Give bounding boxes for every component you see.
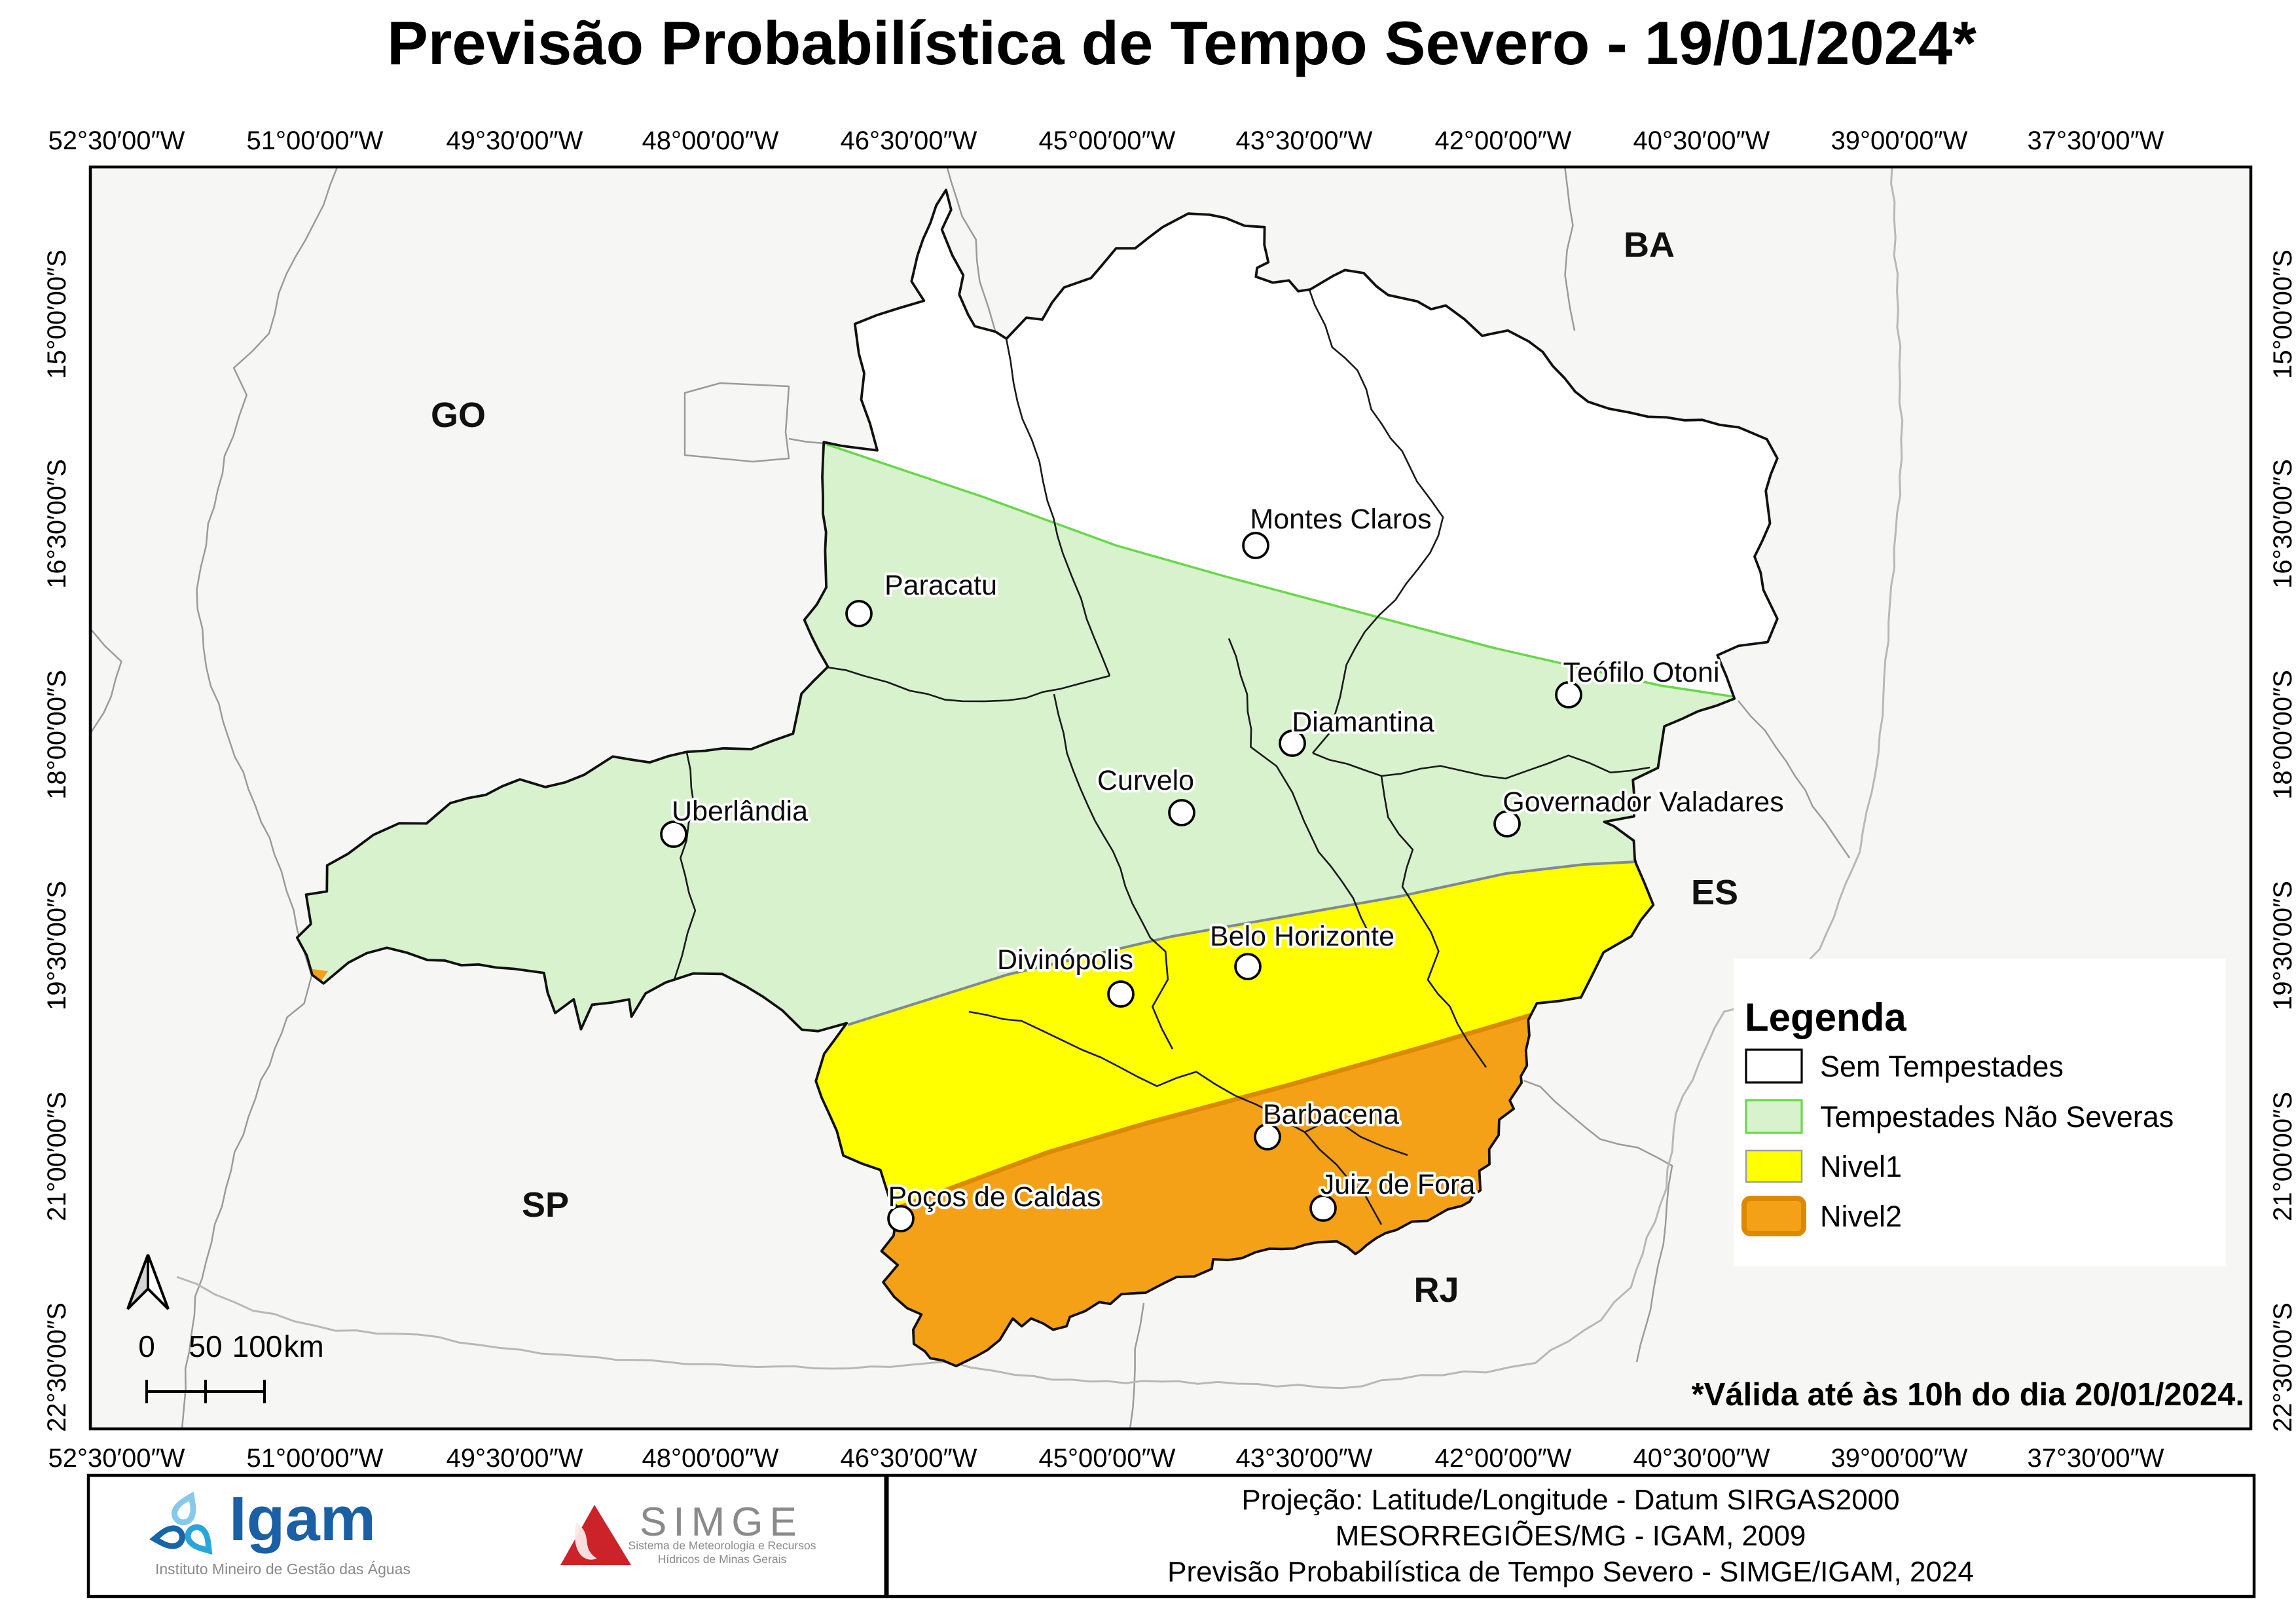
svg-text:40°30′00″W: 40°30′00″W bbox=[1633, 126, 1770, 155]
svg-text:Nivel1: Nivel1 bbox=[1820, 1150, 1902, 1183]
svg-text:Teófilo Otoni: Teófilo Otoni bbox=[1563, 657, 1719, 688]
svg-text:15°00′00″S: 15°00′00″S bbox=[2269, 249, 2296, 379]
svg-text:45°00′00″W: 45°00′00″W bbox=[1039, 126, 1176, 155]
svg-text:SP: SP bbox=[522, 1185, 569, 1225]
svg-text:48°00′00″W: 48°00′00″W bbox=[642, 1444, 779, 1473]
svg-text:Uberlândia: Uberlândia bbox=[672, 796, 808, 827]
svg-text:48°00′00″W: 48°00′00″W bbox=[642, 126, 779, 155]
svg-text:Governador Valadares: Governador Valadares bbox=[1503, 786, 1783, 818]
svg-text:40°30′00″W: 40°30′00″W bbox=[1633, 1444, 1770, 1473]
svg-text:Instituto Mineiro de Gestão da: Instituto Mineiro de Gestão das Águas bbox=[155, 1560, 410, 1578]
svg-text:Divinópolis: Divinópolis bbox=[997, 944, 1133, 976]
svg-text:18°00′00″S: 18°00′00″S bbox=[2269, 670, 2296, 800]
svg-text:22°30′00″S: 22°30′00″S bbox=[2269, 1302, 2296, 1432]
svg-text:49°30′00″W: 49°30′00″W bbox=[446, 1444, 583, 1473]
svg-text:Previsão Probabilística de Tem: Previsão Probabilística de Tempo Severo … bbox=[1167, 1556, 1974, 1588]
svg-text:39°00′00″W: 39°00′00″W bbox=[1831, 1444, 1968, 1473]
svg-text:51°00′00″W: 51°00′00″W bbox=[247, 1444, 384, 1473]
svg-text:52°30′00″W: 52°30′00″W bbox=[48, 1444, 185, 1473]
svg-text:ES: ES bbox=[1691, 873, 1738, 912]
svg-text:Igam: Igam bbox=[229, 1484, 376, 1554]
svg-text:15°00′00″S: 15°00′00″S bbox=[43, 249, 71, 379]
svg-text:SIMGE: SIMGE bbox=[640, 1500, 803, 1545]
svg-text:16°30′00″S: 16°30′00″S bbox=[43, 459, 71, 589]
svg-text:39°00′00″W: 39°00′00″W bbox=[1831, 126, 1968, 155]
svg-text:Projeção: Latitude/Longitude -: Projeção: Latitude/Longitude - Datum SIR… bbox=[1241, 1484, 1899, 1516]
svg-text:22°30′00″S: 22°30′00″S bbox=[43, 1302, 71, 1432]
svg-text:Legenda: Legenda bbox=[1745, 995, 1906, 1039]
svg-text:49°30′00″W: 49°30′00″W bbox=[446, 126, 583, 155]
svg-text:Hídricos de Minas Gerais: Hídricos de Minas Gerais bbox=[658, 1553, 787, 1566]
svg-text:43°30′00″W: 43°30′00″W bbox=[1236, 126, 1373, 155]
svg-text:100: 100 bbox=[232, 1329, 283, 1363]
svg-text:21°00′00″S: 21°00′00″S bbox=[2269, 1092, 2296, 1221]
svg-text:42°00′00″W: 42°00′00″W bbox=[1435, 126, 1572, 155]
svg-text:43°30′00″W: 43°30′00″W bbox=[1236, 1444, 1373, 1473]
svg-text:Diamantina: Diamantina bbox=[1292, 707, 1434, 738]
svg-text:Belo Horizonte: Belo Horizonte bbox=[1210, 921, 1394, 952]
svg-text:Previsão Probabilística de Tem: Previsão Probabilística de Tempo Severo … bbox=[387, 9, 1977, 77]
svg-text:46°30′00″W: 46°30′00″W bbox=[841, 126, 977, 155]
svg-text:21°00′00″S: 21°00′00″S bbox=[43, 1092, 71, 1221]
svg-text:52°30′00″W: 52°30′00″W bbox=[48, 126, 185, 155]
svg-text:km: km bbox=[283, 1329, 323, 1363]
svg-text:Nivel2: Nivel2 bbox=[1820, 1200, 1902, 1233]
svg-text:45°00′00″W: 45°00′00″W bbox=[1039, 1444, 1176, 1473]
svg-text:*Válida até às 10h do dia 20/0: *Válida até às 10h do dia 20/01/2024. bbox=[1692, 1377, 2244, 1412]
svg-text:46°30′00″W: 46°30′00″W bbox=[841, 1444, 977, 1473]
svg-text:MESORREGIÕES/MG - IGAM, 2009: MESORREGIÕES/MG - IGAM, 2009 bbox=[1336, 1519, 1806, 1552]
svg-text:50: 50 bbox=[189, 1329, 222, 1363]
svg-text:RJ: RJ bbox=[1413, 1270, 1459, 1310]
svg-text:Barbacena: Barbacena bbox=[1263, 1099, 1399, 1130]
svg-text:18°00′00″S: 18°00′00″S bbox=[43, 670, 71, 800]
svg-text:GO: GO bbox=[431, 396, 486, 435]
svg-text:37°30′00″W: 37°30′00″W bbox=[2028, 1444, 2164, 1473]
svg-text:37°30′00″W: 37°30′00″W bbox=[2028, 126, 2164, 155]
svg-text:Juiz de Fora: Juiz de Fora bbox=[1321, 1169, 1476, 1200]
svg-text:Curvelo: Curvelo bbox=[1097, 765, 1194, 796]
svg-text:0: 0 bbox=[138, 1329, 155, 1363]
svg-text:42°00′00″W: 42°00′00″W bbox=[1435, 1444, 1572, 1473]
svg-text:BA: BA bbox=[1624, 225, 1675, 265]
svg-text:19°30′00″S: 19°30′00″S bbox=[43, 881, 71, 1010]
svg-text:51°00′00″W: 51°00′00″W bbox=[247, 126, 384, 155]
svg-text:Poços de Caldas: Poços de Caldas bbox=[888, 1181, 1101, 1213]
svg-text:Paracatu: Paracatu bbox=[884, 570, 997, 601]
svg-text:Sem Tempestades: Sem Tempestades bbox=[1820, 1050, 2064, 1083]
svg-text:19°30′00″S: 19°30′00″S bbox=[2269, 881, 2296, 1010]
svg-text:16°30′00″S: 16°30′00″S bbox=[2269, 459, 2296, 589]
svg-text:Montes Claros: Montes Claros bbox=[1250, 504, 1431, 535]
svg-text:Sistema de Meteorologia e Recu: Sistema de Meteorologia e Recursos bbox=[629, 1539, 816, 1552]
svg-text:Tempestades Não Severas: Tempestades Não Severas bbox=[1820, 1100, 2174, 1134]
